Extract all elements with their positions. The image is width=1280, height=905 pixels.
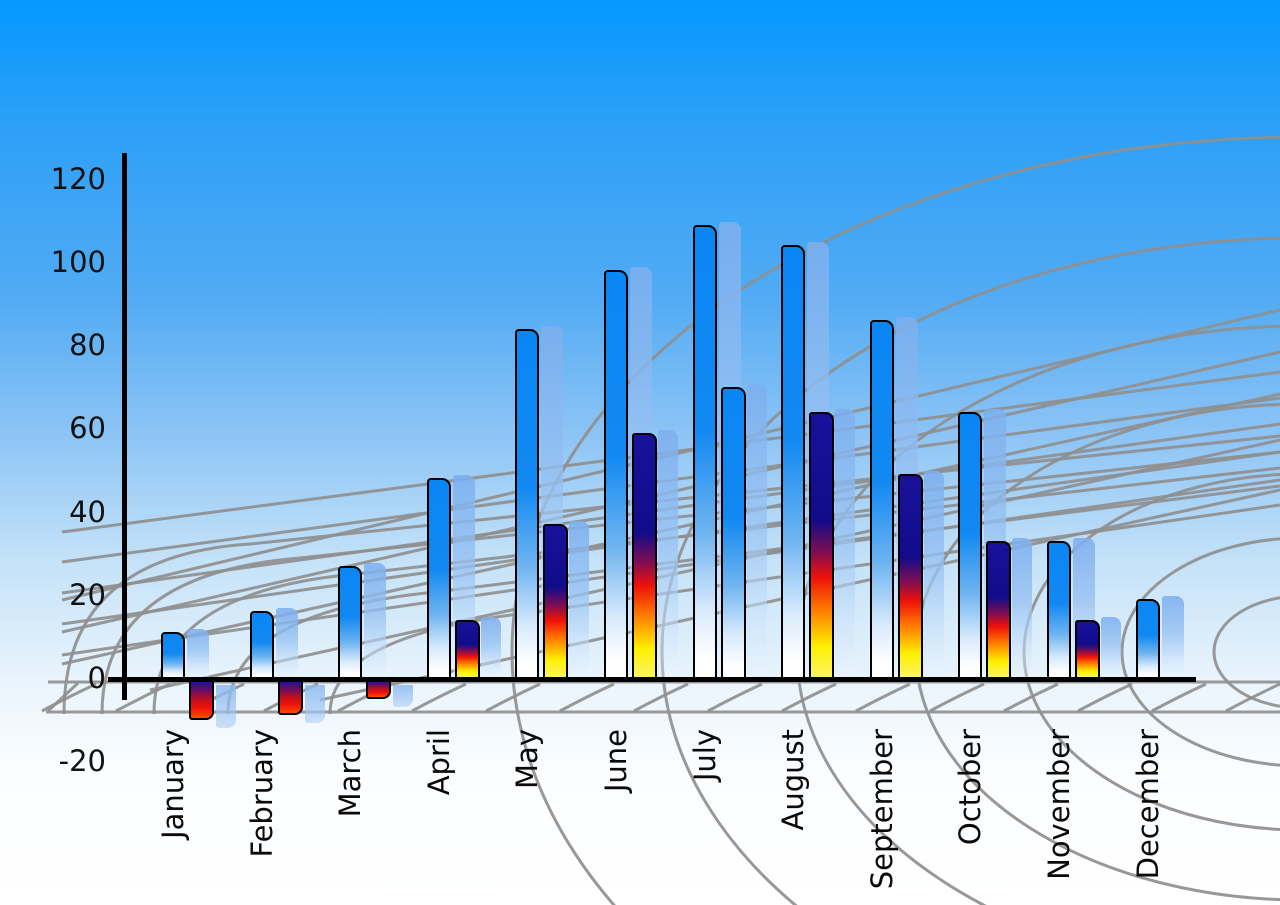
bar-august-primary xyxy=(781,245,805,678)
bar-september-secondary-shadow xyxy=(924,471,944,678)
bar-november-secondary xyxy=(1075,620,1100,678)
bar-june-primary xyxy=(604,270,628,678)
y-axis-label--20: -20 xyxy=(58,744,106,778)
bar-june-secondary-shadow xyxy=(658,430,678,678)
bar-april-secondary-shadow xyxy=(481,617,501,678)
bar-march-primary xyxy=(338,566,362,678)
x-axis-label-august: August xyxy=(776,729,810,831)
y-axis-label-40: 40 xyxy=(69,495,106,529)
x-axis-label-december: December xyxy=(1131,729,1165,880)
bar-february-secondary xyxy=(278,681,303,715)
y-axis-label-80: 80 xyxy=(69,328,106,362)
x-axis-label-january: January xyxy=(156,729,190,839)
x-axis-baseline xyxy=(108,677,1196,682)
bar-march-secondary-shadow xyxy=(393,685,413,707)
bar-june-secondary xyxy=(632,433,657,678)
x-axis-label-may: May xyxy=(510,729,544,789)
bar-may-secondary xyxy=(543,524,568,678)
x-axis-label-july: July xyxy=(688,729,722,782)
bar-august-secondary xyxy=(809,412,834,678)
x-axis-label-november: November xyxy=(1042,729,1076,880)
y-axis-label-0: 0 xyxy=(87,661,106,695)
y-axis-label-120: 120 xyxy=(50,162,106,196)
bar-october-primary xyxy=(958,412,982,678)
bar-april-primary xyxy=(427,478,451,678)
bar-january-secondary-shadow xyxy=(216,685,236,728)
bar-december-primary-shadow xyxy=(1162,596,1184,678)
bar-march-secondary xyxy=(366,681,391,699)
bar-may-primary xyxy=(515,329,539,678)
bar-october-secondary-shadow xyxy=(1012,538,1032,678)
bar-december-primary xyxy=(1136,599,1160,678)
x-axis-label-march: March xyxy=(333,729,367,818)
bar-january-primary xyxy=(161,632,185,678)
bar-november-primary xyxy=(1047,541,1071,678)
bar-july-secondary xyxy=(721,387,746,678)
bar-november-secondary-shadow xyxy=(1101,617,1121,678)
bar-march-primary-shadow xyxy=(364,563,386,678)
y-axis-line xyxy=(122,153,127,700)
bar-february-primary xyxy=(250,611,274,678)
y-axis-label-20: 20 xyxy=(69,578,106,612)
bar-april-secondary xyxy=(455,620,480,678)
x-axis-label-june: June xyxy=(599,729,633,793)
x-axis-label-october: October xyxy=(953,729,987,846)
bar-january-secondary xyxy=(189,681,214,720)
bar-january-primary-shadow xyxy=(187,629,209,678)
bar-july-primary xyxy=(693,225,717,678)
x-axis-label-september: September xyxy=(865,729,899,890)
bar-september-primary xyxy=(870,320,894,678)
bar-september-secondary xyxy=(898,474,923,678)
y-axis-label-60: 60 xyxy=(69,411,106,445)
bar-july-secondary-shadow xyxy=(747,384,767,678)
bar-february-secondary-shadow xyxy=(305,685,325,723)
bar-may-secondary-shadow xyxy=(569,521,589,678)
bar-august-secondary-shadow xyxy=(835,409,855,678)
bar-february-primary-shadow xyxy=(276,608,298,678)
y-axis-label-100: 100 xyxy=(50,245,106,279)
x-axis-label-april: April xyxy=(422,729,456,796)
bar-october-secondary xyxy=(986,541,1011,678)
x-axis-label-february: February xyxy=(245,729,279,858)
